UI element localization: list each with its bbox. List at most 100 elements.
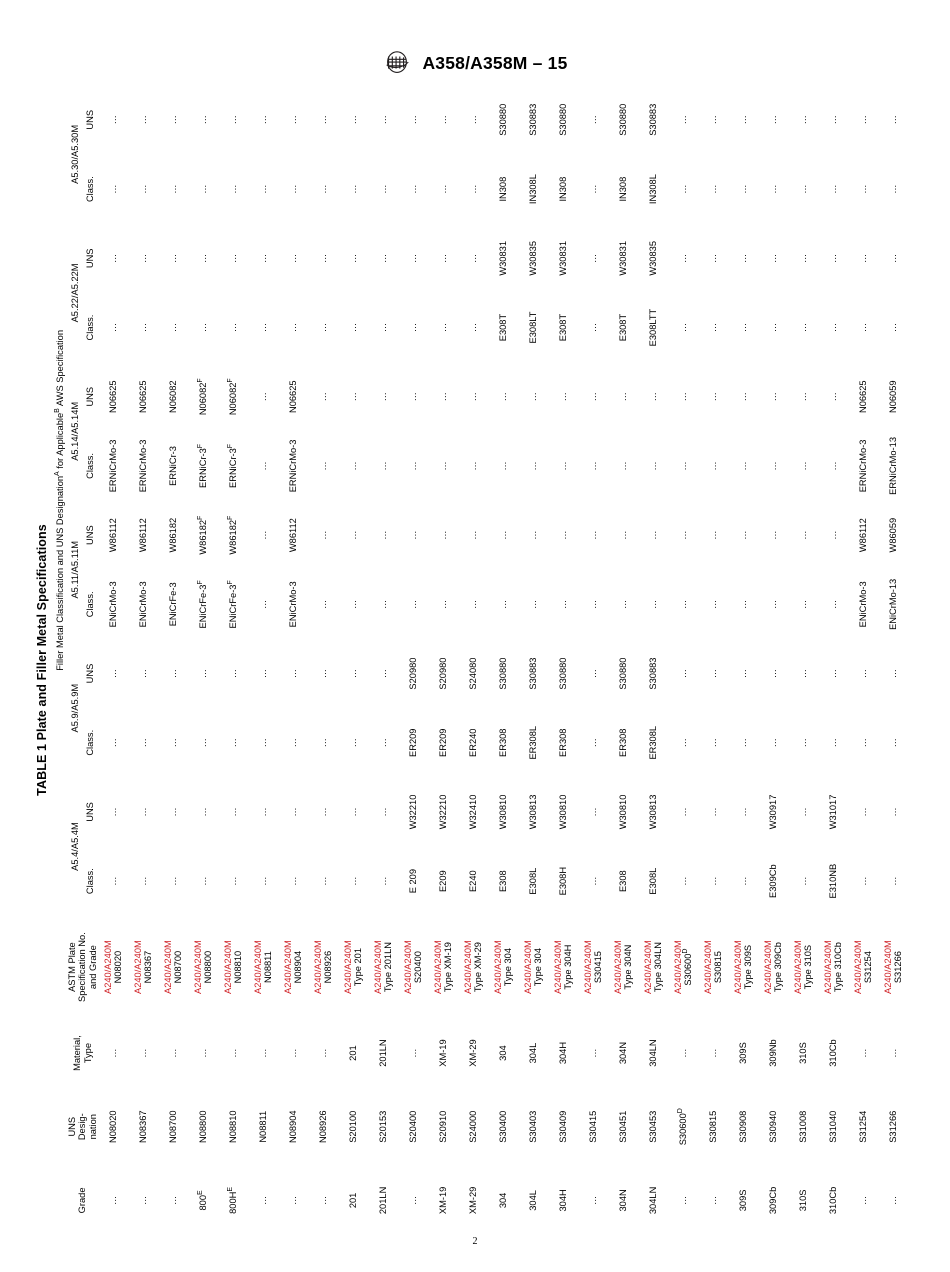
cell-a5-4-class: E308 xyxy=(497,870,508,893)
cell-a5-22-class: E308T xyxy=(557,313,568,342)
cell-uns-designation: S30600D xyxy=(676,1108,688,1146)
astm-spec-number: A240/A240M xyxy=(792,940,803,994)
cell-a5-22-class: … xyxy=(677,322,688,333)
cell-uns-designation: S30815 xyxy=(707,1110,718,1143)
cell-a5-4-class: … xyxy=(167,876,178,886)
cell-grade: XM-29 xyxy=(467,1186,478,1215)
cell-a5-4-uns: … xyxy=(137,807,148,817)
cell-a5-22-uns: … xyxy=(587,253,598,263)
cell-a5-4-uns: W30813 xyxy=(527,794,538,830)
astm-spec-number: A240/A240M xyxy=(462,940,473,994)
cell-a5-14-class: … xyxy=(587,461,598,471)
cell-a5-30-uns: … xyxy=(377,115,388,125)
cell-a5-4-class: … xyxy=(887,876,898,886)
table-row: … S31266… A240/A240M S31266………… ENiCrMo-13 W8… xyxy=(878,85,908,1235)
cell-grade: 800HE xyxy=(226,1186,238,1214)
cell-a5-9-uns: … xyxy=(587,668,598,679)
cell-a5-30-class: IN308L xyxy=(527,174,538,205)
cell-a5-22-class: … xyxy=(437,322,448,333)
cell-a5-14-class: … xyxy=(827,461,838,471)
cell-a5-22-uns: … xyxy=(197,253,208,263)
cell-uns-designation: S30415 xyxy=(587,1110,598,1143)
cell-a5-11-uns: … xyxy=(347,530,358,540)
sub-header-a5-11-uns: UNS xyxy=(85,525,96,545)
cell-a5-9-class: … xyxy=(857,738,868,748)
table-title: TABLE 1 Plate and Filler Metal Specifica… xyxy=(35,524,49,796)
astm-spec-number: A240/A240M xyxy=(282,940,293,994)
cell-material-type: 304LN xyxy=(647,1039,658,1067)
cell-astm-plate-spec: A240/A240M S30415 xyxy=(578,916,608,1019)
cell-a5-9-uns: … xyxy=(137,668,148,679)
cell-a5-11-uns: … xyxy=(257,530,268,540)
cell-a5-9-class: … xyxy=(257,738,268,748)
astm-spec-number: A240/A240M xyxy=(882,940,893,994)
cell-a5-11-uns: … xyxy=(827,530,838,540)
cell-a5-22-class: E308T xyxy=(617,313,628,342)
cell-a5-9-uns: S30880 xyxy=(557,657,568,690)
cell-a5-11-uns: … xyxy=(677,530,688,540)
astm-spec-number: A240/A240M xyxy=(102,940,113,994)
cell-a5-9-uns: … xyxy=(347,668,358,679)
cell-a5-30-uns: … xyxy=(437,115,448,125)
cell-a5-14-class: … xyxy=(467,461,478,471)
table-row: … S20400… A240/A240M S20400 E 209 W32210 ER209… xyxy=(398,85,428,1235)
cell-material-type: XM-19 xyxy=(437,1039,448,1067)
table-row: 304H S30409 304H A240/A240M Type 304H E308H W3… xyxy=(548,85,578,1235)
cell-a5-22-uns: … xyxy=(107,253,118,263)
cell-material-type: 304N xyxy=(617,1041,628,1065)
cell-astm-plate-spec: A240/A240M N08904 xyxy=(278,916,308,1019)
cell-a5-22-uns: … xyxy=(797,253,808,263)
cell-a5-9-class: … xyxy=(137,738,148,748)
astm-spec-grade: Type 310Cb xyxy=(833,942,844,993)
cell-a5-9-uns: … xyxy=(167,668,178,679)
cell-a5-11-uns: W86112 xyxy=(107,518,118,553)
cell-uns-designation: S20400 xyxy=(407,1110,418,1143)
cell-a5-9-class: … xyxy=(827,738,838,748)
cell-a5-14-class: ERNiCrMo-3 xyxy=(137,439,148,493)
cell-a5-14-class: … xyxy=(527,461,538,471)
table-row: 309S S30908 309S A240/A240M Type 309S … … … … … … …… xyxy=(728,85,758,1235)
cell-a5-4-uns: … xyxy=(347,807,358,817)
cell-a5-30-class: … xyxy=(857,184,868,194)
cell-a5-22-class: … xyxy=(737,322,748,333)
cell-a5-22-uns: … xyxy=(317,253,328,263)
cell-a5-30-uns: S30883 xyxy=(647,103,658,136)
cell-material-type: … xyxy=(857,1048,868,1058)
rotated-table-stage: TABLE 1 Plate and Filler Metal Specifica… xyxy=(35,85,915,1235)
cell-uns-designation: S31254 xyxy=(857,1110,868,1143)
cell-a5-9-class: ER308L xyxy=(647,725,658,760)
cell-uns-designation: S24000 xyxy=(467,1110,478,1143)
cell-a5-30-class: … xyxy=(197,184,208,194)
plate-and-filler-metal-table: Filler Metal Classification and UNS Desi… xyxy=(52,85,908,1235)
stub-header-grade: Grade xyxy=(77,1187,88,1214)
cell-a5-22-uns: W30831 xyxy=(617,241,628,276)
cell-a5-14-uns: … xyxy=(707,392,718,402)
cell-a5-22-uns: … xyxy=(467,253,478,263)
astm-spec-grade: N08904 xyxy=(293,950,304,984)
astm-spec-grade: Type 304 xyxy=(533,947,544,987)
cell-a5-9-class: … xyxy=(107,738,118,748)
cell-a5-4-uns: … xyxy=(377,807,388,817)
cell-a5-4-uns: … xyxy=(707,807,718,817)
astm-spec-grade: Type XM-29 xyxy=(473,942,484,993)
cell-a5-4-class: … xyxy=(137,876,148,886)
cell-a5-14-class: ERNiCr-3 xyxy=(167,446,178,486)
astm-spec-grade: Type XM-19 xyxy=(443,942,454,993)
cell-a5-30-uns: … xyxy=(407,115,418,125)
astm-spec-number: A240/A240M xyxy=(852,940,863,994)
cell-a5-30-uns: … xyxy=(887,115,898,125)
astm-spec-grade: N08810 xyxy=(233,950,244,984)
cell-a5-4-uns: W31017 xyxy=(827,794,838,830)
cell-a5-22-uns: W30831 xyxy=(557,241,568,276)
astm-spec-grade: S30600D xyxy=(682,948,694,986)
stub-header-uns: UNS Desig- nation xyxy=(67,1113,98,1141)
cell-a5-22-uns: W30835 xyxy=(527,241,538,276)
cell-a5-11-class: ENiCrFe-3F xyxy=(196,580,208,629)
cell-a5-14-uns: … xyxy=(677,392,688,402)
astm-spec-grade: N08926 xyxy=(323,950,334,984)
cell-a5-14-uns: N06625 xyxy=(107,380,118,414)
table-row: … N08367… A240/A240M N08367………… ENiCrMo-3 W86… xyxy=(128,85,158,1235)
cell-a5-11-class: … xyxy=(467,599,478,609)
cell-a5-9-class: ER308 xyxy=(557,728,568,757)
cell-a5-22-class: … xyxy=(107,322,118,333)
